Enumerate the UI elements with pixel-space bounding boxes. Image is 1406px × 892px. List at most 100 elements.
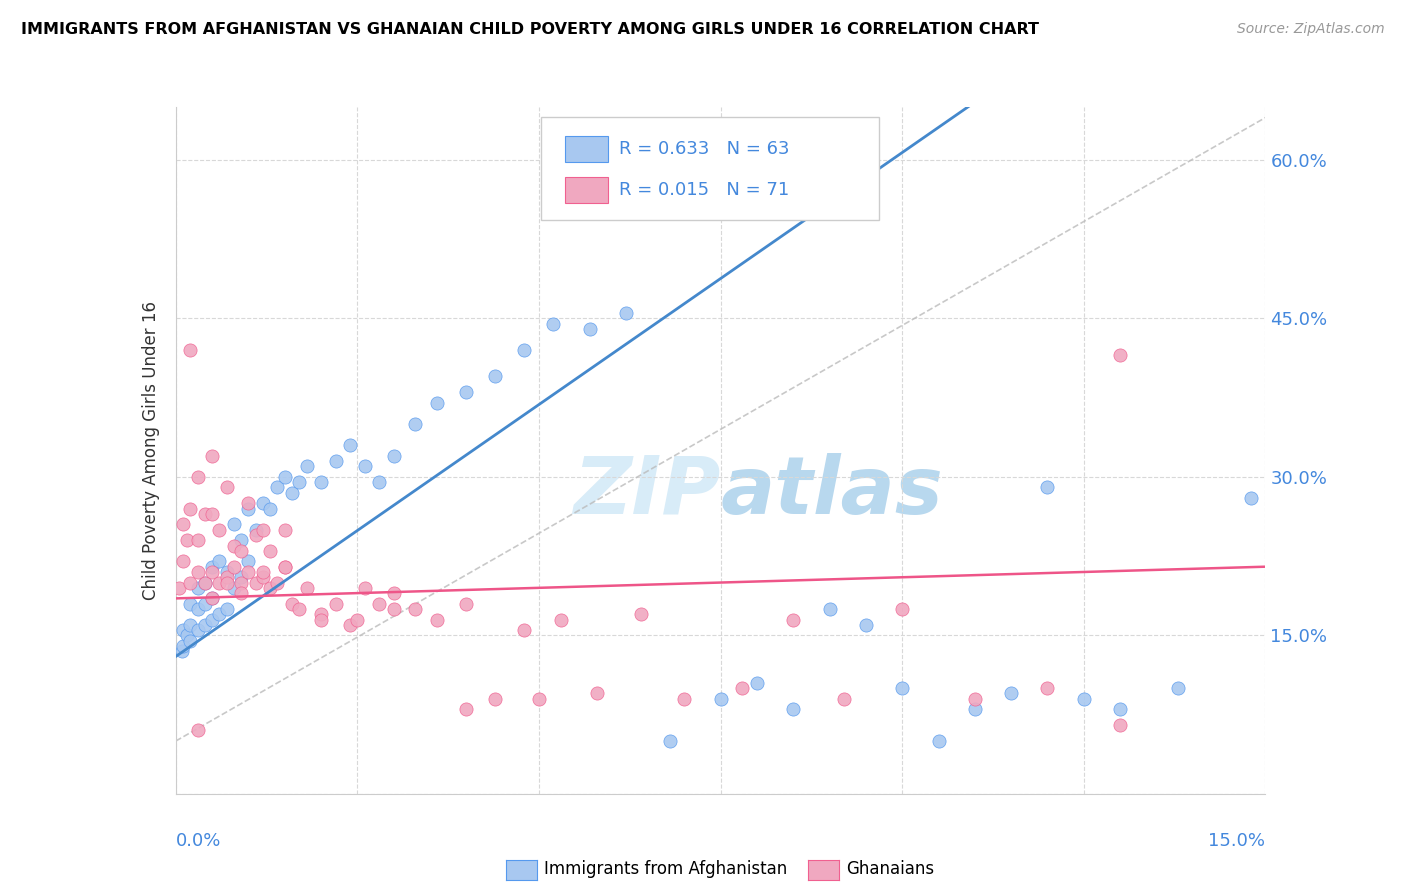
Point [295, 581, 318, 595]
FancyBboxPatch shape [541, 118, 879, 220]
Point [550, 613, 572, 627]
Y-axis label: Child Poverty Among Girls Under 16: Child Poverty Among Girls Under 16 [142, 301, 160, 600]
Point [456, 385, 478, 400]
Point [252, 565, 274, 579]
Point [201, 507, 224, 521]
Point [426, 613, 449, 627]
Point [513, 343, 536, 357]
Point [176, 628, 198, 642]
Point [201, 559, 224, 574]
Point [731, 681, 754, 696]
Point [1036, 480, 1059, 494]
Point [274, 559, 297, 574]
Point [1036, 681, 1059, 696]
Point [186, 470, 209, 484]
Text: Ghanaians: Ghanaians [846, 860, 935, 878]
Point [527, 691, 550, 706]
Point [963, 702, 986, 716]
Text: R = 0.633   N = 63: R = 0.633 N = 63 [619, 140, 790, 158]
Point [309, 613, 332, 627]
Point [484, 369, 506, 384]
Point [325, 597, 347, 611]
Text: atlas: atlas [721, 452, 943, 531]
Point [186, 533, 209, 548]
Point [259, 501, 281, 516]
Point [353, 459, 375, 474]
Point [543, 317, 565, 331]
Point [1000, 686, 1022, 700]
Point [405, 417, 427, 431]
Point [513, 623, 536, 637]
Point [222, 539, 245, 553]
Point [353, 581, 375, 595]
Point [426, 396, 449, 410]
Point [245, 575, 267, 590]
Point [179, 633, 201, 648]
Point [231, 575, 253, 590]
Point [215, 570, 238, 584]
Point [1073, 691, 1095, 706]
Point [259, 544, 281, 558]
Point [309, 475, 332, 490]
Point [1109, 702, 1132, 716]
Point [238, 496, 260, 510]
Point [186, 565, 209, 579]
Point [238, 565, 260, 579]
Point [259, 581, 281, 595]
Point [208, 607, 231, 622]
Point [179, 501, 201, 516]
Text: 15.0%: 15.0% [1208, 831, 1265, 850]
Point [614, 306, 637, 320]
Point [215, 480, 238, 494]
Point [245, 523, 267, 537]
Point [179, 575, 201, 590]
FancyBboxPatch shape [565, 136, 609, 162]
Text: 0.0%: 0.0% [176, 831, 221, 850]
Point [281, 597, 304, 611]
Point [1167, 681, 1189, 696]
Point [782, 702, 804, 716]
Point [201, 565, 224, 579]
Point [231, 533, 253, 548]
Point [201, 591, 224, 606]
Point [382, 449, 405, 463]
Point [194, 507, 217, 521]
Point [172, 639, 194, 653]
Point [579, 322, 602, 336]
Point [891, 602, 914, 616]
Point [382, 586, 405, 600]
Point [1109, 718, 1132, 732]
Point [309, 607, 332, 622]
Point [339, 617, 361, 632]
Point [169, 581, 191, 595]
Point [288, 602, 311, 616]
Point [252, 570, 274, 584]
Point [222, 581, 245, 595]
Point [179, 597, 201, 611]
Point [238, 501, 260, 516]
Point [658, 734, 681, 748]
Point [818, 602, 841, 616]
Point [855, 617, 877, 632]
Point [245, 528, 267, 542]
Point [928, 734, 950, 748]
Point [215, 565, 238, 579]
Point [194, 575, 217, 590]
Point [266, 575, 288, 590]
Point [172, 554, 194, 568]
Point [231, 570, 253, 584]
Point [710, 691, 733, 706]
Point [891, 681, 914, 696]
Point [252, 496, 274, 510]
Point [194, 617, 217, 632]
Point [288, 475, 311, 490]
Point [368, 597, 391, 611]
Point [201, 613, 224, 627]
Text: IMMIGRANTS FROM AFGHANISTAN VS GHANAIAN CHILD POVERTY AMONG GIRLS UNDER 16 CORRE: IMMIGRANTS FROM AFGHANISTAN VS GHANAIAN … [21, 22, 1039, 37]
Text: Source: ZipAtlas.com: Source: ZipAtlas.com [1237, 22, 1385, 37]
Point [208, 575, 231, 590]
Point [339, 438, 361, 452]
Point [745, 676, 768, 690]
Point [586, 686, 609, 700]
Text: ZIP: ZIP [574, 452, 721, 531]
